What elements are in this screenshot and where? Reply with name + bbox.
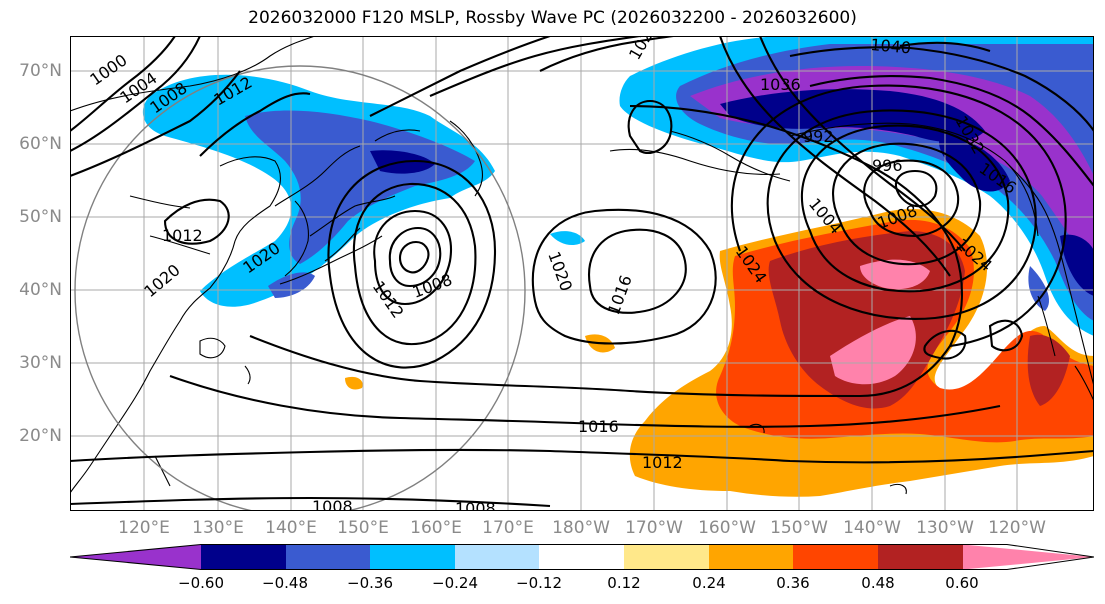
- colorbar-tick: −0.36: [347, 574, 393, 592]
- colorbar-tick: 0.36: [776, 574, 810, 592]
- colorbar-cell: [793, 544, 878, 570]
- colorbar-tick: 0.24: [692, 574, 726, 592]
- isobar-label: 1012: [642, 453, 683, 472]
- isobars: [70, 36, 1094, 508]
- isobar-label: 1016: [578, 417, 619, 436]
- lat-label: 20°N: [19, 426, 62, 446]
- colorbar: [70, 544, 1094, 570]
- colorbar-cell: [539, 544, 624, 570]
- lon-label: 160°W: [698, 518, 756, 538]
- positive-anomaly-pacific: [345, 208, 1094, 497]
- colorbar-cell: [624, 544, 709, 570]
- lon-label: 130°E: [192, 518, 244, 538]
- lon-label: 170°E: [482, 518, 534, 538]
- map-frame: [70, 36, 1094, 511]
- isobar-label: 1008: [455, 499, 496, 511]
- lon-label: 130°W: [916, 518, 974, 538]
- colorbar-tick: −0.24: [432, 574, 478, 592]
- colorbar-tick: 0.12: [607, 574, 641, 592]
- lat-label: 40°N: [19, 280, 62, 300]
- colorbar-cell: [201, 544, 286, 570]
- lat-label: 70°N: [19, 61, 62, 81]
- colorbar-cell: [370, 544, 455, 570]
- lon-label: 140°W: [843, 518, 901, 538]
- reference-circle: [74, 65, 526, 511]
- isobar-label: 992: [803, 127, 834, 146]
- lat-label: 60°N: [19, 134, 62, 154]
- isobar-label: 996: [872, 156, 903, 175]
- map-panel: 1000 1004 1008 1012 1012 1008 1020 1016 …: [70, 36, 1094, 511]
- lon-label: 150°W: [770, 518, 828, 538]
- colorbar-cell: [70, 544, 201, 570]
- isobar-label: 1036: [760, 75, 801, 94]
- colorbar-cell: [455, 544, 539, 570]
- colorbar-cell: [878, 544, 963, 570]
- lon-label: 120°E: [118, 518, 170, 538]
- lat-label: 50°N: [19, 207, 62, 227]
- colorbar-cell: [286, 544, 370, 570]
- colorbar-cell: [709, 544, 793, 570]
- lon-label: 160°E: [410, 518, 462, 538]
- plot-title: 2026032000 F120 MSLP, Rossby Wave PC (20…: [248, 8, 857, 28]
- colorbar-tick: 0.48: [861, 574, 895, 592]
- graticule: [70, 36, 1094, 511]
- lat-label: 30°N: [19, 353, 62, 373]
- isobar-label: 1008: [312, 497, 353, 511]
- lon-label: 140°E: [265, 518, 317, 538]
- colorbar-cell: [963, 544, 1094, 570]
- lon-label: 120°W: [988, 518, 1046, 538]
- colorbar-tick: −0.12: [516, 574, 562, 592]
- isobar-label: 1040: [870, 36, 912, 58]
- lon-label: 170°W: [625, 518, 683, 538]
- colorbar-outline: [70, 544, 1094, 570]
- lon-label: 150°E: [337, 518, 389, 538]
- isobar-label: 1012: [162, 226, 203, 245]
- colorbar-tick: 0.60: [945, 574, 979, 592]
- colorbar-tick: −0.60: [178, 574, 224, 592]
- colorbar-tick: −0.48: [262, 574, 308, 592]
- lon-label: 180°W: [552, 518, 610, 538]
